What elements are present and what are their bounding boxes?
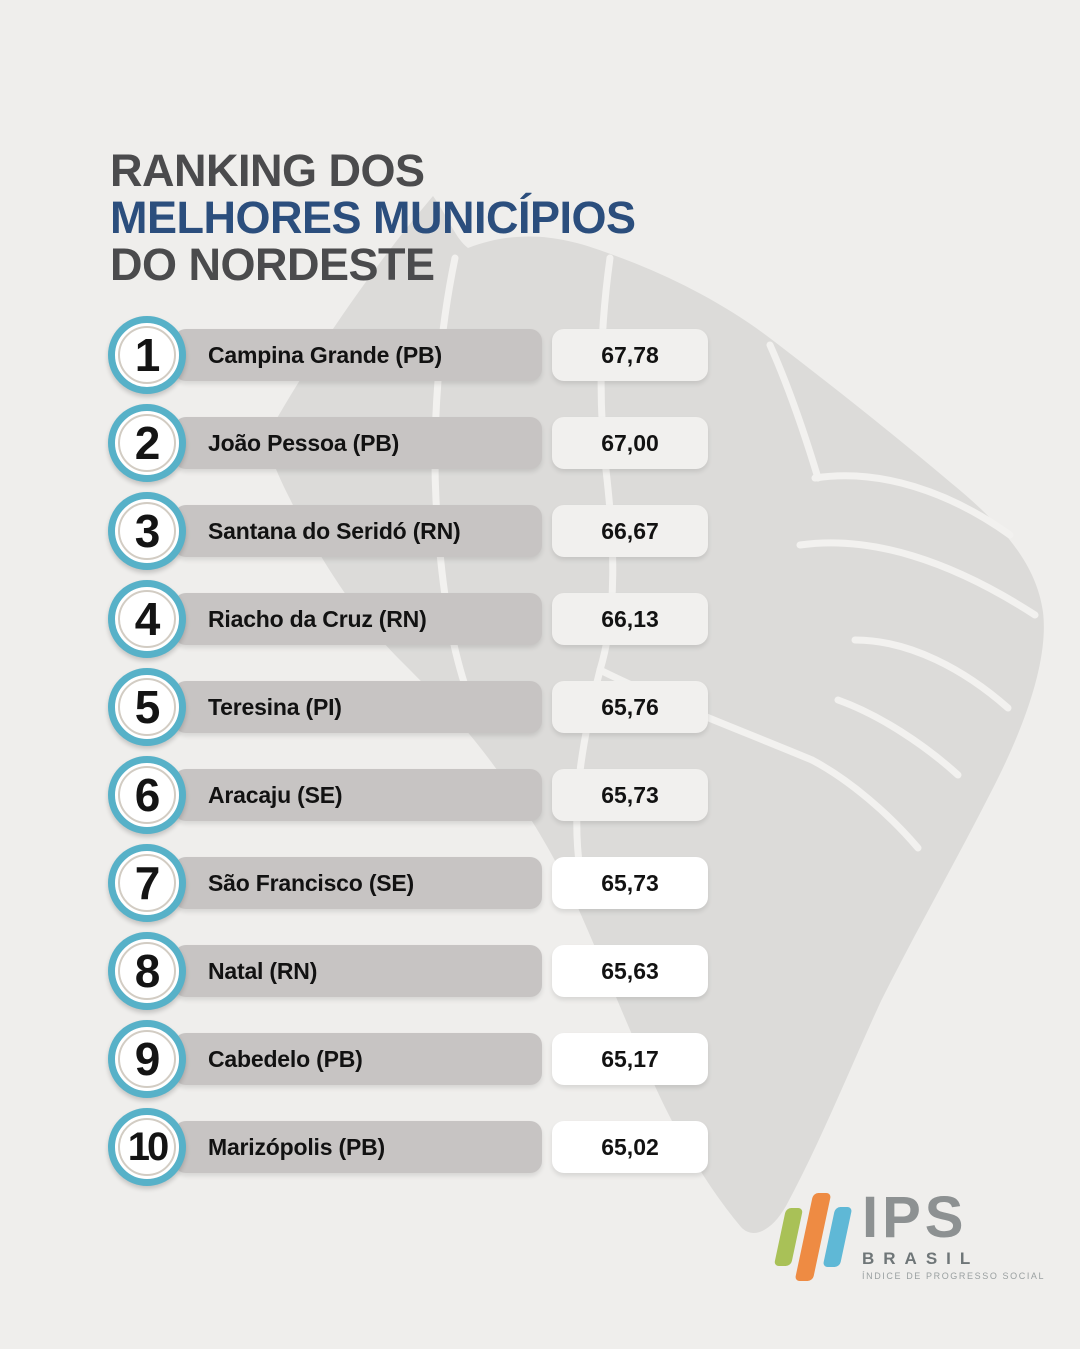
rank-badge: 1 — [108, 316, 186, 394]
municipality-bar: Campina Grande (PB) — [174, 329, 542, 381]
municipality-name: Aracaju (SE) — [208, 781, 343, 808]
municipality-bar: Marizópolis (PB) — [174, 1121, 542, 1173]
score-box: 65,76 — [552, 681, 708, 733]
score-box: 66,13 — [552, 593, 708, 645]
ranking-row: 5 Teresina (PI) 65,76 — [108, 668, 708, 746]
rank-number: 10 — [127, 1124, 169, 1169]
ranking-row: 1 Campina Grande (PB) 67,78 — [108, 316, 708, 394]
ranking-row: 2 João Pessoa (PB) 67,00 — [108, 404, 708, 482]
score-value: 67,00 — [601, 429, 659, 456]
score-box: 66,67 — [552, 505, 708, 557]
title-line-3: DO NORDESTE — [110, 238, 435, 290]
ranking-row: 3 Santana do Seridó (RN) 66,67 — [108, 492, 708, 570]
score-value: 65,76 — [601, 693, 659, 720]
rank-number: 7 — [134, 857, 161, 909]
municipality-name: Marizópolis (PB) — [208, 1133, 385, 1160]
municipality-bar: Teresina (PI) — [174, 681, 542, 733]
score-box: 65,73 — [552, 857, 708, 909]
ranking-row: 7 São Francisco (SE) 65,73 — [108, 844, 708, 922]
rank-number: 9 — [134, 1033, 161, 1085]
logo-bar-blue-icon — [822, 1206, 853, 1267]
score-value: 65,17 — [601, 1045, 659, 1072]
rank-badge: 9 — [108, 1020, 186, 1098]
municipality-bar: Santana do Seridó (RN) — [174, 505, 542, 557]
rank-badge: 2 — [108, 404, 186, 482]
ips-brasil-logo: IPS BRASIL ÍNDICE DE PROGRESSO SOCIAL — [773, 1185, 1046, 1282]
municipality-name: São Francisco (SE) — [208, 869, 415, 896]
municipality-name: Santana do Seridó (RN) — [208, 517, 461, 544]
rank-badge: 7 — [108, 844, 186, 922]
ranking-row: 9 Cabedelo (PB) 65,17 — [108, 1020, 708, 1098]
ranking-row: 6 Aracaju (SE) 65,73 — [108, 756, 708, 834]
municipality-bar: São Francisco (SE) — [174, 857, 542, 909]
logo-bar-orange-icon — [794, 1192, 832, 1281]
municipality-name: Cabedelo (PB) — [208, 1045, 363, 1072]
score-box: 65,73 — [552, 769, 708, 821]
logo-tagline: ÍNDICE DE PROGRESSO SOCIAL — [862, 1271, 1046, 1282]
municipality-bar: João Pessoa (PB) — [174, 417, 542, 469]
rank-badge: 6 — [108, 756, 186, 834]
score-value: 66,67 — [601, 517, 659, 544]
score-box: 65,63 — [552, 945, 708, 997]
rank-badge: 10 — [108, 1108, 186, 1186]
municipality-name: João Pessoa (PB) — [208, 429, 400, 456]
ranking-row: 8 Natal (RN) 65,63 — [108, 932, 708, 1010]
score-value: 65,63 — [601, 957, 659, 984]
municipality-name: Riacho da Cruz (RN) — [208, 605, 427, 632]
ranking-row: 4 Riacho da Cruz (RN) 66,13 — [108, 580, 708, 658]
rank-number: 6 — [134, 769, 161, 821]
logo-text: IPS BRASIL ÍNDICE DE PROGRESSO SOCIAL — [862, 1185, 1046, 1282]
rank-badge: 3 — [108, 492, 186, 570]
logo-subtitle: BRASIL — [862, 1249, 980, 1269]
logo-name: IPS — [862, 1185, 968, 1250]
score-value: 66,13 — [601, 605, 659, 632]
municipality-name: Natal (RN) — [208, 957, 318, 984]
municipality-name: Teresina (PI) — [208, 693, 342, 720]
rank-badge: 5 — [108, 668, 186, 746]
rank-number: 8 — [134, 945, 161, 997]
rank-number: 1 — [134, 329, 161, 381]
rank-badge: 8 — [108, 932, 186, 1010]
score-box: 67,78 — [552, 329, 708, 381]
municipality-bar: Riacho da Cruz (RN) — [174, 593, 542, 645]
municipality-bar: Natal (RN) — [174, 945, 542, 997]
municipality-bar: Cabedelo (PB) — [174, 1033, 542, 1085]
municipality-bar: Aracaju (SE) — [174, 769, 542, 821]
rank-number: 5 — [134, 681, 161, 733]
rank-badge: 4 — [108, 580, 186, 658]
ranking-row: 10 Marizópolis (PB) 65,02 — [108, 1108, 708, 1186]
title-line-1: RANKING DOS — [110, 145, 425, 196]
score-box: 67,00 — [552, 417, 708, 469]
score-value: 65,02 — [601, 1133, 659, 1160]
score-value: 65,73 — [601, 869, 659, 896]
score-box: 65,17 — [552, 1033, 708, 1085]
rank-number: 3 — [134, 505, 161, 557]
ranking-list: 1 Campina Grande (PB) 67,78 2 João Pesso… — [108, 316, 708, 1209]
municipality-name: Campina Grande (PB) — [208, 341, 442, 368]
page-title: RANKING DOS MELHORES MUNICÍPIOS DO NORDE… — [110, 145, 636, 290]
rank-number: 2 — [134, 417, 161, 469]
score-value: 65,73 — [601, 781, 659, 808]
title-line-2: MELHORES MUNICÍPIOS — [110, 191, 636, 243]
score-value: 67,78 — [601, 341, 659, 368]
logo-bars-icon — [771, 1192, 856, 1281]
score-box: 65,02 — [552, 1121, 708, 1173]
rank-number: 4 — [134, 593, 161, 645]
